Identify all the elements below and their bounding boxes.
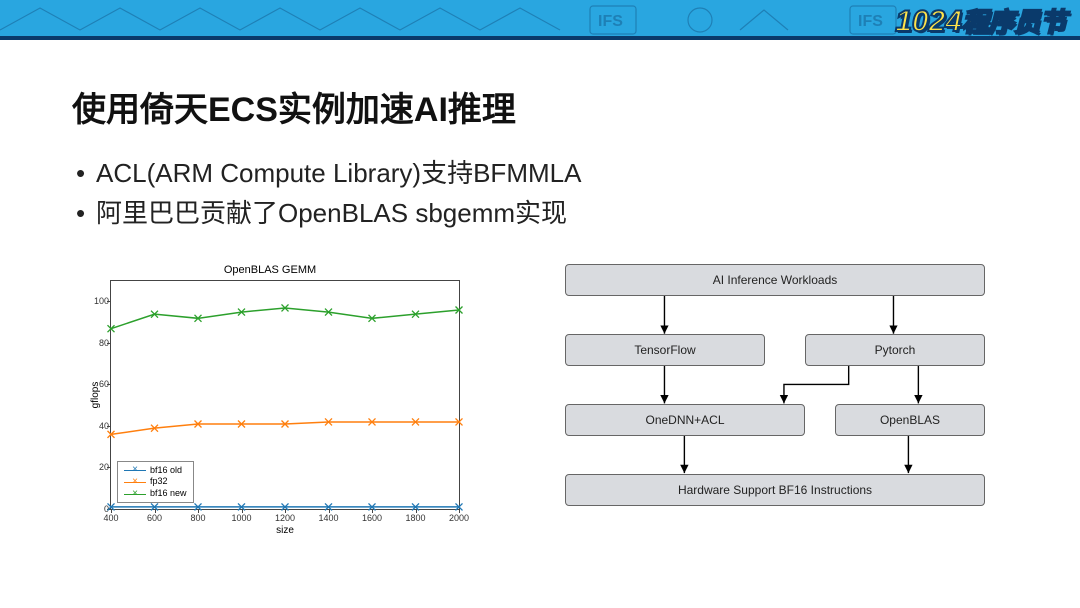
chart-xtick: 400 — [103, 513, 118, 523]
legend-label: bf16 new — [150, 488, 187, 500]
chart-xtick: 1800 — [405, 513, 425, 523]
chart-ytick: 60 — [89, 379, 109, 389]
openblas-chart: OpenBLAS GEMM gflops size 02040608010040… — [80, 264, 460, 524]
legend-label: bf16 old — [150, 465, 182, 477]
node-acl: OneDNN+ACL — [565, 404, 805, 436]
chart-xtick: 800 — [190, 513, 205, 523]
legend-item: ×bf16 new — [124, 488, 187, 500]
slide-body: 使用倚天ECS实例加速AI推理 ACL(ARM Compute Library)… — [0, 40, 1080, 524]
top-banner: IFS IFS 1024程序员节 — [0, 0, 1080, 40]
node-pt: Pytorch — [805, 334, 985, 366]
chart-xtick: 1600 — [362, 513, 382, 523]
edge-pt-acl — [784, 365, 849, 403]
chart-plot-area: 0204060801004006008001000120014001600180… — [110, 280, 460, 510]
event-logo: 1024程序员节 — [895, 2, 1066, 39]
bullet-list: ACL(ARM Compute Library)支持BFMMLA 阿里巴巴贡献了… — [72, 153, 1008, 234]
chart-xtick: 600 — [147, 513, 162, 523]
bullet-item: ACL(ARM Compute Library)支持BFMMLA — [76, 153, 1008, 193]
chart-ytick: 80 — [89, 338, 109, 348]
chart-title: OpenBLAS GEMM — [80, 264, 460, 276]
chart-legend: ×bf16 old×fp32×bf16 new — [117, 461, 194, 503]
chart-xtick: 2000 — [449, 513, 469, 523]
chart-xtick: 1200 — [275, 513, 295, 523]
node-ob: OpenBLAS — [835, 404, 985, 436]
legend-label: fp32 — [150, 476, 168, 488]
chart-xtick: 1000 — [231, 513, 251, 523]
logo-digits: 1024 — [895, 5, 962, 38]
chart-ytick: 40 — [89, 421, 109, 431]
architecture-diagram: AI Inference Workloads TensorFlow Pytorch O… — [540, 264, 1008, 524]
svg-text:IFS: IFS — [858, 13, 883, 30]
chart-ytick: 100 — [89, 296, 109, 306]
chart-xtick: 1400 — [318, 513, 338, 523]
legend-item: ×bf16 old — [124, 465, 187, 477]
node-tf: TensorFlow — [565, 334, 765, 366]
bullet-item: 阿里巴巴贡献了OpenBLAS sbgemm实现 — [76, 193, 1008, 233]
svg-text:IFS: IFS — [598, 13, 623, 30]
node-hw: Hardware Support BF16 Instructions — [565, 474, 985, 506]
node-ai: AI Inference Workloads — [565, 264, 985, 296]
legend-item: ×fp32 — [124, 476, 187, 488]
slide-title: 使用倚天ECS实例加速AI推理 — [72, 82, 1008, 131]
chart-xlabel: size — [276, 525, 294, 536]
series-bf16-new — [111, 308, 459, 329]
logo-text: 程序员节 — [962, 7, 1066, 37]
chart-ytick: 20 — [89, 462, 109, 472]
